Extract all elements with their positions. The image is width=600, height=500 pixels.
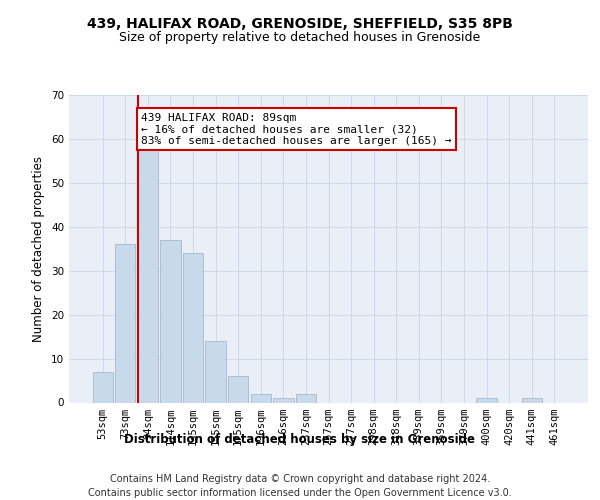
Bar xyxy=(296,394,316,402)
Bar xyxy=(251,394,271,402)
Bar xyxy=(138,148,158,402)
Text: Size of property relative to detached houses in Grenoside: Size of property relative to detached ho… xyxy=(119,31,481,44)
Bar xyxy=(521,398,542,402)
Text: Distribution of detached houses by size in Grenoside: Distribution of detached houses by size … xyxy=(125,432,476,446)
Bar xyxy=(183,253,203,402)
Text: Contains HM Land Registry data © Crown copyright and database right 2024.
Contai: Contains HM Land Registry data © Crown c… xyxy=(88,474,512,498)
Y-axis label: Number of detached properties: Number of detached properties xyxy=(32,156,46,342)
Bar xyxy=(115,244,136,402)
Bar xyxy=(205,341,226,402)
Text: 439, HALIFAX ROAD, GRENOSIDE, SHEFFIELD, S35 8PB: 439, HALIFAX ROAD, GRENOSIDE, SHEFFIELD,… xyxy=(87,18,513,32)
Bar xyxy=(476,398,497,402)
Bar xyxy=(92,372,113,402)
Bar xyxy=(273,398,293,402)
Text: 439 HALIFAX ROAD: 89sqm
← 16% of detached houses are smaller (32)
83% of semi-de: 439 HALIFAX ROAD: 89sqm ← 16% of detache… xyxy=(141,112,452,146)
Bar xyxy=(228,376,248,402)
Bar xyxy=(160,240,181,402)
